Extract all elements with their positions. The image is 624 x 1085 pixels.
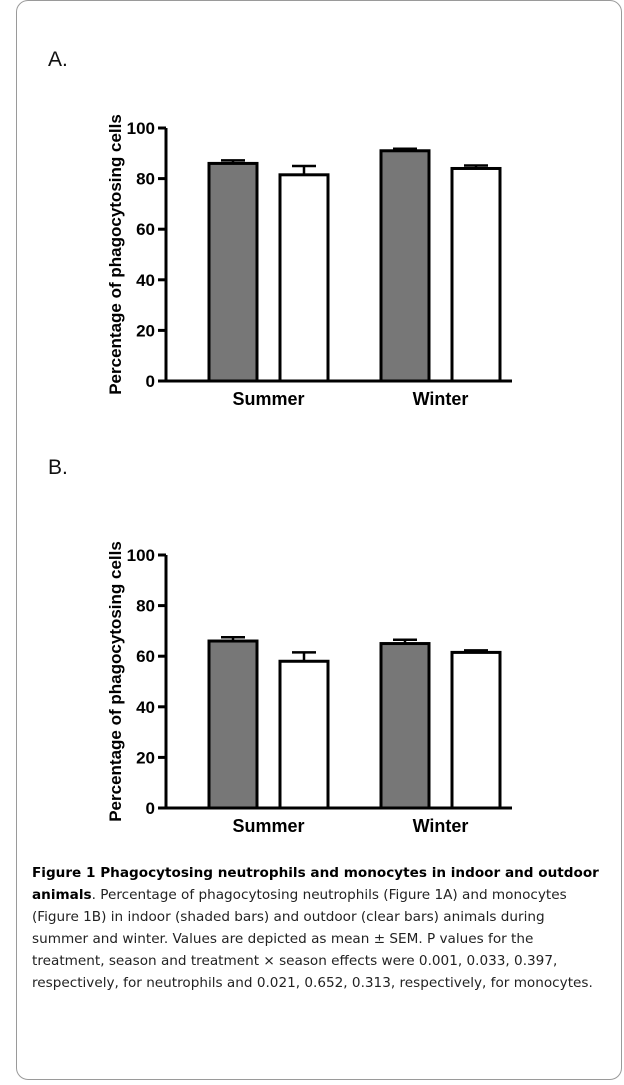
y-tick-label: 100 xyxy=(127,546,155,565)
y-axis-label: Percentage of phagocytosing cells xyxy=(106,541,125,822)
bar-chart-a: Percentage of phagocytosing cells 0 20 40 60… xyxy=(106,114,512,409)
y-tick-label: 40 xyxy=(136,698,155,717)
bar-winter-series-2 xyxy=(450,650,502,810)
category-label-winter: Winter xyxy=(413,816,469,836)
y-tick-label: 60 xyxy=(136,647,155,666)
bar-summer-series-1 xyxy=(207,639,259,810)
y-axis-label: Percentage of phagocytosing cells xyxy=(106,114,125,395)
figure-caption: Figure 1 Phagocytosing neutrophils and m… xyxy=(32,862,602,994)
bar-summer-series-1 xyxy=(207,161,259,383)
y-tick-label: 20 xyxy=(136,748,155,767)
panel-label-a: A. xyxy=(48,48,68,71)
caption-text: . Percentage of phagocytosing neutrophil… xyxy=(32,887,593,991)
category-label-winter: Winter xyxy=(413,389,469,409)
y-tick-label: 20 xyxy=(136,321,155,340)
y-tick-label: 100 xyxy=(127,119,155,138)
y-tick-label: 0 xyxy=(146,799,155,818)
category-label-summer: Summer xyxy=(232,389,304,409)
panel-label-b: B. xyxy=(48,456,68,479)
bar-summer-series-2 xyxy=(278,173,330,383)
y-tick-label: 40 xyxy=(136,271,155,290)
bar-summer-series-2 xyxy=(278,659,330,810)
caption-title: Figure 1 Phagocytosing neutrophils and m… xyxy=(32,865,599,903)
y-tick-label: 60 xyxy=(136,220,155,239)
y-tick-label: 0 xyxy=(146,372,155,391)
bar-chart-b: Percentage of phagocytosing cells 0 20 40 60… xyxy=(106,541,512,836)
bar-winter-series-1 xyxy=(379,149,431,383)
bar-winter-series-1 xyxy=(379,642,431,810)
y-tick-label: 80 xyxy=(136,597,155,616)
y-tick-label: 80 xyxy=(136,170,155,189)
category-label-summer: Summer xyxy=(232,816,304,836)
